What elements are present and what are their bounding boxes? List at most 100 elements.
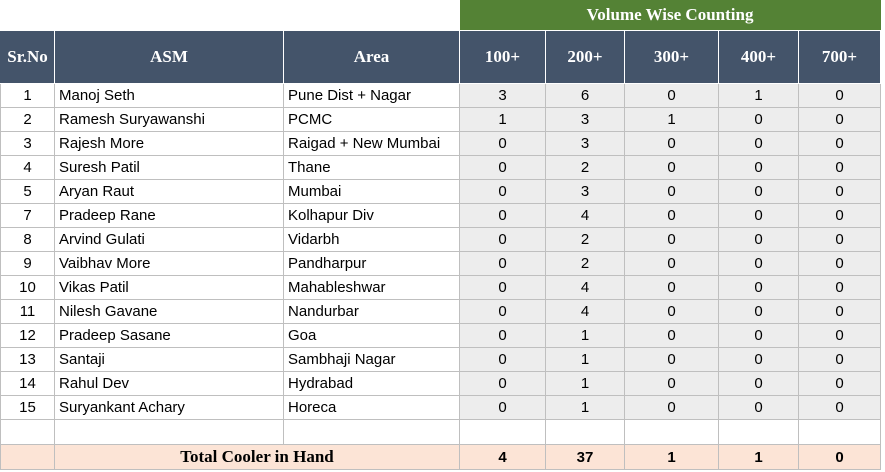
cell-200[interactable]: 2 (545, 251, 625, 276)
cell-asm[interactable]: Pradeep Sasane (54, 323, 284, 348)
cell-700[interactable]: 0 (797, 155, 882, 180)
cell-200[interactable]: 1 (545, 347, 625, 372)
cell-300[interactable]: 0 (624, 275, 719, 300)
cell-asm[interactable]: Rajesh More (54, 131, 284, 156)
empty-cell[interactable] (718, 419, 799, 445)
cell-400[interactable]: 0 (718, 347, 799, 372)
cell-asm[interactable]: Suresh Patil (54, 155, 284, 180)
cell-sr-no[interactable]: 13 (0, 347, 55, 372)
cell-asm[interactable]: Manoj Seth (54, 83, 284, 108)
cell-700[interactable]: 0 (797, 251, 882, 276)
empty-cell[interactable] (624, 419, 719, 445)
cell-area[interactable]: Pune Dist + Nagar (283, 83, 460, 108)
cell-asm[interactable]: Ramesh Suryawanshi (54, 107, 284, 132)
cell-300[interactable]: 1 (624, 107, 719, 132)
cell-area[interactable]: Hydrabad (283, 371, 460, 396)
cell-400[interactable]: 1 (718, 83, 799, 108)
cell-400[interactable]: 0 (718, 155, 799, 180)
cell-300[interactable]: 0 (624, 299, 719, 324)
cell-400[interactable]: 0 (718, 299, 799, 324)
cell-700[interactable]: 0 (797, 131, 882, 156)
cell-400[interactable]: 0 (718, 107, 799, 132)
cell-200[interactable]: 3 (545, 131, 625, 156)
cell-100[interactable]: 0 (459, 299, 546, 324)
cell-sr-no[interactable]: 12 (0, 323, 55, 348)
cell-area[interactable]: Goa (283, 323, 460, 348)
cell-300[interactable]: 0 (624, 227, 719, 252)
header-300[interactable]: 300+ (624, 30, 719, 84)
cell-100[interactable]: 0 (459, 347, 546, 372)
total-400[interactable]: 1 (718, 444, 799, 470)
cell-asm[interactable]: Arvind Gulati (54, 227, 284, 252)
cell-700[interactable]: 0 (797, 371, 882, 396)
cell-300[interactable]: 0 (624, 155, 719, 180)
cell-400[interactable]: 0 (718, 371, 799, 396)
cell-sr-no[interactable]: 7 (0, 203, 55, 228)
cell-100[interactable]: 1 (459, 107, 546, 132)
cell-400[interactable]: 0 (718, 179, 799, 204)
empty-cell[interactable] (459, 419, 546, 445)
cell-sr-no[interactable]: 5 (0, 179, 55, 204)
empty-cell[interactable] (0, 444, 55, 470)
empty-cell[interactable] (0, 419, 55, 445)
empty-cell[interactable] (54, 419, 284, 445)
total-label[interactable]: Total Cooler in Hand (54, 444, 460, 470)
cell-sr-no[interactable]: 8 (0, 227, 55, 252)
cell-400[interactable]: 0 (718, 227, 799, 252)
cell-400[interactable]: 0 (718, 395, 799, 420)
cell-area[interactable]: Pandharpur (283, 251, 460, 276)
cell-400[interactable]: 0 (718, 275, 799, 300)
empty-cell[interactable] (1, 0, 460, 31)
header-area[interactable]: Area (283, 30, 460, 84)
cell-400[interactable]: 0 (718, 131, 799, 156)
cell-200[interactable]: 1 (545, 371, 625, 396)
cell-asm[interactable]: Vaibhav More (54, 251, 284, 276)
header-sr-no[interactable]: Sr.No (0, 30, 55, 84)
cell-700[interactable]: 0 (797, 275, 882, 300)
cell-300[interactable]: 0 (624, 347, 719, 372)
cell-400[interactable]: 0 (718, 251, 799, 276)
cell-200[interactable]: 3 (545, 107, 625, 132)
cell-100[interactable]: 0 (459, 227, 546, 252)
cell-area[interactable]: Vidarbh (283, 227, 460, 252)
cell-sr-no[interactable]: 1 (0, 83, 55, 108)
cell-asm[interactable]: Santaji (54, 347, 284, 372)
total-200[interactable]: 37 (545, 444, 625, 470)
cell-sr-no[interactable]: 14 (0, 371, 55, 396)
cell-100[interactable]: 0 (459, 371, 546, 396)
header-700[interactable]: 700+ (797, 30, 882, 84)
cell-asm[interactable]: Vikas Patil (54, 275, 284, 300)
cell-100[interactable]: 0 (459, 155, 546, 180)
cell-400[interactable]: 0 (718, 323, 799, 348)
cell-area[interactable]: Sambhaji Nagar (283, 347, 460, 372)
header-asm[interactable]: ASM (54, 30, 284, 84)
cell-200[interactable]: 4 (545, 299, 625, 324)
total-700[interactable]: 0 (797, 444, 882, 470)
cell-400[interactable]: 0 (718, 203, 799, 228)
cell-100[interactable]: 0 (459, 395, 546, 420)
cell-100[interactable]: 3 (459, 83, 546, 108)
cell-area[interactable]: Kolhapur Div (283, 203, 460, 228)
cell-700[interactable]: 0 (797, 83, 882, 108)
cell-area[interactable]: Mahableshwar (283, 275, 460, 300)
cell-300[interactable]: 0 (624, 83, 719, 108)
cell-700[interactable]: 0 (797, 179, 882, 204)
cell-200[interactable]: 1 (545, 395, 625, 420)
cell-100[interactable]: 0 (459, 203, 546, 228)
header-200[interactable]: 200+ (545, 30, 625, 84)
cell-700[interactable]: 0 (797, 299, 882, 324)
cell-asm[interactable]: Suryankant Achary (54, 395, 284, 420)
cell-area[interactable]: Mumbai (283, 179, 460, 204)
cell-100[interactable]: 0 (459, 275, 546, 300)
cell-700[interactable]: 0 (797, 395, 882, 420)
cell-200[interactable]: 3 (545, 179, 625, 204)
cell-700[interactable]: 0 (797, 203, 882, 228)
empty-cell[interactable] (797, 419, 882, 445)
cell-area[interactable]: Thane (283, 155, 460, 180)
cell-sr-no[interactable]: 4 (0, 155, 55, 180)
cell-300[interactable]: 0 (624, 323, 719, 348)
cell-sr-no[interactable]: 15 (0, 395, 55, 420)
cell-area[interactable]: Nandurbar (283, 299, 460, 324)
cell-200[interactable]: 4 (545, 275, 625, 300)
cell-asm[interactable]: Pradeep Rane (54, 203, 284, 228)
